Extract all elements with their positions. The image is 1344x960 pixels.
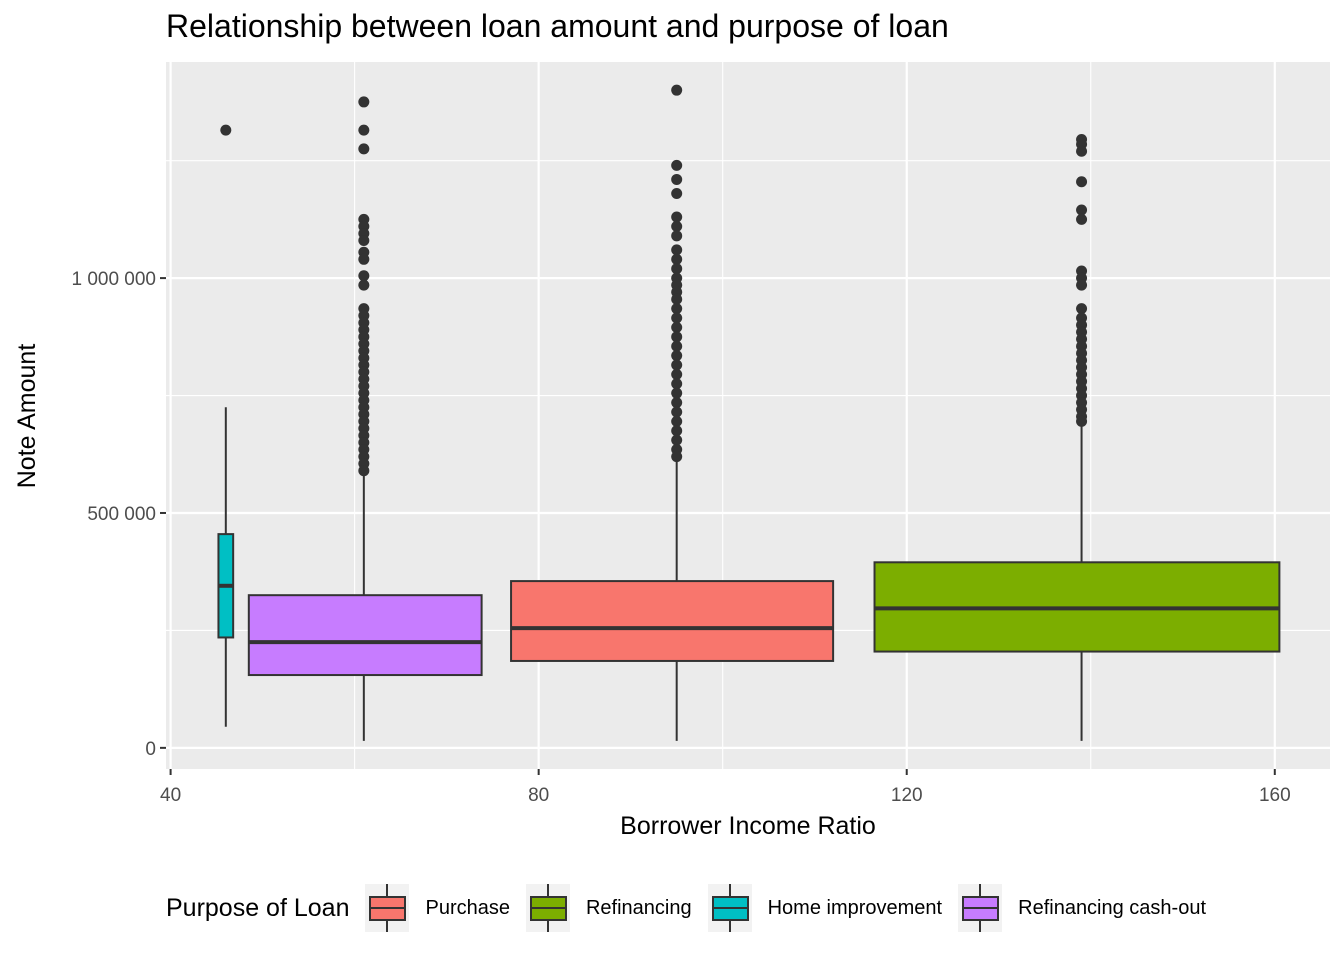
legend-label-purchase: Purchase bbox=[425, 896, 510, 919]
outlier-point-purchase bbox=[671, 434, 683, 446]
outlier-point-purchase bbox=[671, 397, 683, 409]
outlier-point-purchase bbox=[671, 425, 683, 437]
y-tick-label: 1 000 000 bbox=[71, 269, 156, 290]
outlier-point-purchase bbox=[671, 230, 683, 242]
outlier-point-purchase bbox=[671, 188, 683, 200]
outlier-point-purchase bbox=[671, 173, 683, 185]
x-tick-label: 160 bbox=[1259, 785, 1291, 806]
legend: Purpose of Loan Purchase Refinancing Hom… bbox=[166, 884, 1222, 932]
legend-key-home-improvement bbox=[707, 884, 752, 932]
x-tick-label: 40 bbox=[160, 785, 181, 806]
legend-key-purchase bbox=[365, 884, 410, 932]
legend-label-refinancing-cash-out: Refinancing cash-out bbox=[1018, 896, 1207, 919]
outlier-point-purchase bbox=[671, 312, 683, 324]
legend-item-refinancing: Refinancing bbox=[525, 884, 692, 932]
outlier-point-refinancing-cash-out bbox=[358, 235, 370, 247]
legend-item-purchase: Purchase bbox=[365, 884, 510, 932]
outlier-point-purchase bbox=[671, 84, 683, 96]
axes: 40 80 120 160 0 500 000 1 000 000 bbox=[71, 269, 1290, 806]
outlier-point-refinancing-cash-out bbox=[358, 124, 370, 136]
outlier-point-purchase bbox=[671, 350, 683, 362]
box-series bbox=[217, 84, 1281, 741]
legend-label-refinancing: Refinancing bbox=[585, 896, 692, 919]
outlier-point-purchase bbox=[671, 415, 683, 427]
outlier-point-purchase bbox=[671, 340, 683, 352]
outlier-point-refinancing bbox=[1076, 279, 1088, 291]
outlier-point-refinancing bbox=[1076, 204, 1088, 216]
outlier-point-refinancing bbox=[1076, 145, 1088, 157]
outlier-point-purchase bbox=[671, 378, 683, 390]
outlier-point-refinancing-cash-out bbox=[358, 143, 370, 155]
outlier-point-purchase bbox=[671, 359, 683, 371]
box-purchase bbox=[510, 84, 835, 741]
outlier-point-purchase bbox=[671, 406, 683, 418]
outlier-point-purchase bbox=[671, 303, 683, 315]
outlier-point-refinancing-cash-out bbox=[358, 270, 370, 282]
outlier-point-purchase bbox=[671, 263, 683, 275]
outlier-point-purchase bbox=[671, 244, 683, 256]
outlier-point-purchase bbox=[671, 253, 683, 265]
y-tick-label: 500 000 bbox=[87, 504, 156, 525]
outlier-point-refinancing bbox=[1076, 415, 1088, 427]
outlier-point-purchase bbox=[671, 451, 683, 463]
box-body-purchase bbox=[510, 580, 835, 662]
outlier-point-refinancing-cash-out bbox=[358, 253, 370, 265]
outlier-point-purchase bbox=[671, 159, 683, 171]
legend-label-home-improvement: Home improvement bbox=[767, 896, 943, 919]
outlier-point-refinancing-cash-out bbox=[358, 465, 370, 477]
outlier-point-refinancing bbox=[1076, 303, 1088, 315]
outlier-point-refinancing bbox=[1076, 213, 1088, 225]
legend-item-refinancing-cash-out: Refinancing cash-out bbox=[958, 884, 1206, 932]
box-body-refinancing-cash-out bbox=[247, 594, 483, 677]
box-refinancing bbox=[873, 134, 1281, 741]
y-axis-title: Note Amount bbox=[13, 344, 41, 489]
legend-key-refinancing bbox=[525, 884, 570, 932]
legend-item-home-improvement: Home improvement bbox=[707, 884, 943, 932]
outlier-point-purchase bbox=[671, 293, 683, 305]
outlier-point-purchase bbox=[671, 220, 683, 232]
outlier-point-purchase bbox=[671, 368, 683, 380]
outlier-point-refinancing-cash-out bbox=[358, 96, 370, 108]
outlier-point-refinancing bbox=[1076, 176, 1088, 188]
legend-title: Purpose of Loan bbox=[166, 893, 350, 922]
outlier-point-home-improvement bbox=[220, 124, 232, 136]
outlier-point-purchase bbox=[671, 331, 683, 343]
outlier-point-purchase bbox=[671, 387, 683, 399]
outlier-point-refinancing-cash-out bbox=[358, 279, 370, 291]
legend-key-refinancing-cash-out bbox=[958, 884, 1003, 932]
box-refinancing-cash-out bbox=[247, 96, 483, 741]
y-tick-label: 0 bbox=[145, 739, 156, 760]
box-home-improvement bbox=[217, 124, 235, 727]
outlier-point-purchase bbox=[671, 321, 683, 333]
chart-title: Relationship between loan amount and pur… bbox=[166, 8, 949, 44]
outlier-point-purchase bbox=[671, 211, 683, 223]
x-tick-label: 80 bbox=[528, 785, 549, 806]
x-axis-title: Borrower Income Ratio bbox=[620, 812, 876, 840]
x-tick-label: 120 bbox=[891, 785, 923, 806]
